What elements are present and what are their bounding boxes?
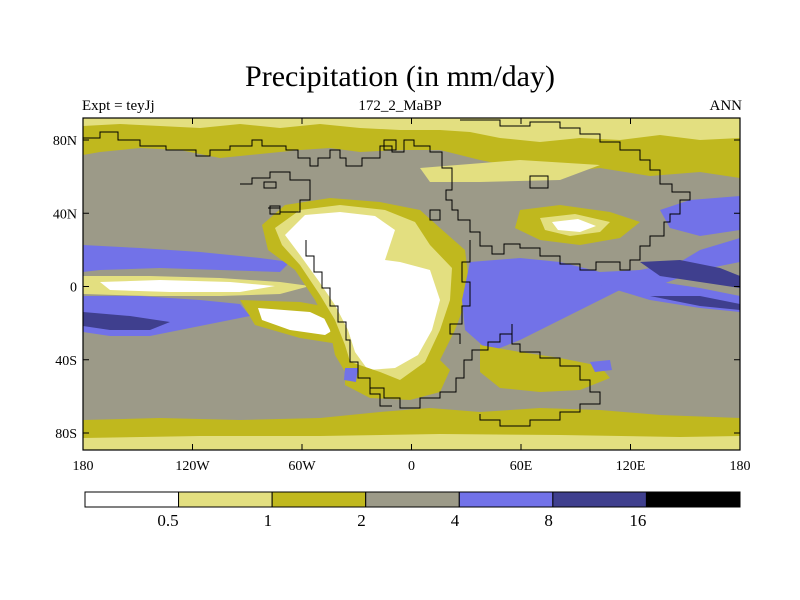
x-tick-label: 0 [408, 459, 415, 474]
coastline-island-5 [263, 181, 277, 189]
x-tick-label: 120W [175, 459, 210, 474]
coastline-south-pangea [479, 324, 601, 427]
colorbar-box [271, 491, 367, 508]
field-north-05to1 [83, 118, 740, 142]
field-south-05to1 [83, 434, 740, 450]
coastline-west-pangea [305, 240, 513, 409]
coastline-south-west [369, 378, 392, 407]
y-tick-label: 0 [70, 281, 77, 296]
plot-title: Precipitation (in mm/day) [245, 60, 555, 93]
field-sw-pangea [345, 360, 450, 400]
field-north-interior [420, 160, 600, 182]
colorbar-box [365, 491, 460, 508]
colorbar-label: 1 [264, 511, 273, 530]
field-pacific-itcz-n [83, 245, 290, 272]
y-axis: 80N 40N 0 40S 80S [53, 134, 740, 442]
x-tick-label: 60E [510, 459, 533, 474]
coastline-nw [240, 171, 311, 213]
colorbar-label: 16 [629, 511, 646, 530]
colorbar-box [552, 491, 647, 508]
colorbar-box [178, 491, 273, 508]
precip-field [83, 118, 740, 450]
field-pangea-dry-core [285, 212, 440, 370]
y-tick-label: 80S [55, 427, 77, 442]
coastline-island-1 [529, 175, 549, 189]
colorbar-label: 0.5 [157, 511, 178, 530]
coastline-island-4 [269, 205, 281, 215]
x-tick-label: 180 [73, 459, 94, 474]
coastlines [83, 119, 691, 427]
colorbar-label: 8 [544, 511, 553, 530]
colorbar: 0.5 1 2 4 8 16 [84, 491, 741, 530]
y-tick-label: 80N [53, 134, 77, 149]
field-eq-tongue-core [100, 280, 275, 292]
field-se-wet-spot [590, 360, 612, 372]
colorbar-box [645, 491, 741, 508]
x-tick-label: 60W [288, 459, 316, 474]
x-tick-label: 120E [616, 459, 646, 474]
season-label: ANN [709, 98, 743, 114]
time-label: 172_2_MaBP [358, 98, 442, 114]
coastline-north [83, 119, 691, 271]
field-tethys-core [640, 260, 740, 288]
coastline-island-2 [429, 209, 441, 221]
coastline-island-3 [383, 139, 397, 151]
coastline-tethys-west [449, 240, 471, 344]
field-tethys-core-s [650, 296, 740, 310]
colorbar-box [458, 491, 554, 508]
y-tick-label: 40N [53, 207, 77, 222]
field-pacific-dry-s-core [258, 308, 340, 335]
colorbar-box [84, 491, 180, 508]
colorbar-label: 4 [451, 511, 460, 530]
field-se-pangea [480, 345, 610, 392]
field-pacific-spcz-core [83, 312, 170, 330]
x-tick-label: 180 [730, 459, 751, 474]
field-sw-wet-spot [344, 368, 358, 382]
y-tick-label: 40S [55, 354, 77, 369]
x-axis: 180 120W 60W 0 60E 120E 180 [73, 118, 751, 474]
experiment-label: Expt = teyJj [82, 98, 155, 114]
colorbar-label: 2 [357, 511, 366, 530]
field-ne-dry-core [552, 219, 596, 232]
